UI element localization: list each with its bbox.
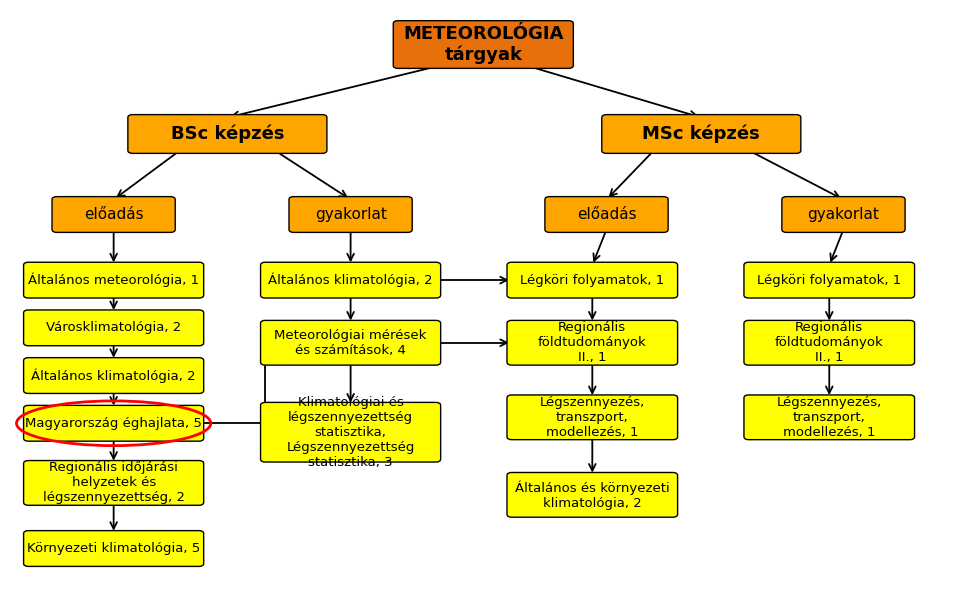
Text: Általános és környezeti
klimatológia, 2: Általános és környezeti klimatológia, 2 xyxy=(515,480,670,510)
FancyBboxPatch shape xyxy=(545,197,668,232)
Text: előadás: előadás xyxy=(84,207,143,222)
FancyBboxPatch shape xyxy=(602,114,801,154)
Text: Városklimatológia, 2: Városklimatológia, 2 xyxy=(46,321,181,334)
Text: Általános klimatológia, 2: Általános klimatológia, 2 xyxy=(268,273,433,287)
Text: Regionális időjárási
helyzetek és
légszennyezettség, 2: Regionális időjárási helyzetek és légsze… xyxy=(42,461,184,504)
FancyBboxPatch shape xyxy=(24,262,204,298)
FancyBboxPatch shape xyxy=(781,197,905,232)
FancyBboxPatch shape xyxy=(24,461,204,505)
FancyBboxPatch shape xyxy=(260,320,441,365)
FancyBboxPatch shape xyxy=(24,405,204,441)
Text: MSc képzés: MSc képzés xyxy=(642,125,760,143)
Text: Általános klimatológia, 2: Általános klimatológia, 2 xyxy=(32,368,196,383)
FancyBboxPatch shape xyxy=(507,473,678,517)
FancyBboxPatch shape xyxy=(744,320,915,365)
Text: Légszennyezés,
transzport,
modellezés, 1: Légszennyezés, transzport, modellezés, 1 xyxy=(540,396,645,439)
FancyBboxPatch shape xyxy=(507,320,678,365)
FancyBboxPatch shape xyxy=(507,262,678,298)
Text: Környezeti klimatológia, 5: Környezeti klimatológia, 5 xyxy=(27,542,201,555)
FancyBboxPatch shape xyxy=(24,310,204,346)
FancyBboxPatch shape xyxy=(394,20,573,69)
FancyBboxPatch shape xyxy=(24,358,204,394)
FancyBboxPatch shape xyxy=(260,402,441,462)
Text: Légköri folyamatok, 1: Légköri folyamatok, 1 xyxy=(757,274,901,287)
FancyBboxPatch shape xyxy=(507,395,678,439)
FancyBboxPatch shape xyxy=(24,530,204,566)
Text: előadás: előadás xyxy=(577,207,636,222)
FancyBboxPatch shape xyxy=(744,395,915,439)
Text: Légszennyezés,
transzport,
modellezés, 1: Légszennyezés, transzport, modellezés, 1 xyxy=(777,396,882,439)
FancyBboxPatch shape xyxy=(289,197,412,232)
Text: METEOROLÓGIA
tárgyak: METEOROLÓGIA tárgyak xyxy=(403,25,564,64)
Text: gyakorlat: gyakorlat xyxy=(807,207,879,222)
Text: Általános meteorológia, 1: Általános meteorológia, 1 xyxy=(28,273,200,287)
Text: Meteorológiai mérések
és számítások, 4: Meteorológiai mérések és számítások, 4 xyxy=(275,329,427,357)
Text: Regionális
földtudományok
II., 1: Regionális földtudományok II., 1 xyxy=(538,321,647,364)
FancyBboxPatch shape xyxy=(52,197,176,232)
Text: gyakorlat: gyakorlat xyxy=(315,207,387,222)
Text: Klimatológiai és
légszennyezettség
statisztika,
Légszennyezettség
statisztika, 3: Klimatológiai és légszennyezettség stati… xyxy=(286,396,415,469)
FancyBboxPatch shape xyxy=(128,114,327,154)
Text: Légköri folyamatok, 1: Légköri folyamatok, 1 xyxy=(520,274,664,287)
Text: BSc képzés: BSc képzés xyxy=(171,125,284,143)
FancyBboxPatch shape xyxy=(260,262,441,298)
Text: Magyarország éghajlata, 5: Magyarország éghajlata, 5 xyxy=(25,417,202,430)
FancyBboxPatch shape xyxy=(744,262,915,298)
Text: Regionális
földtudományok
II., 1: Regionális földtudományok II., 1 xyxy=(775,321,883,364)
